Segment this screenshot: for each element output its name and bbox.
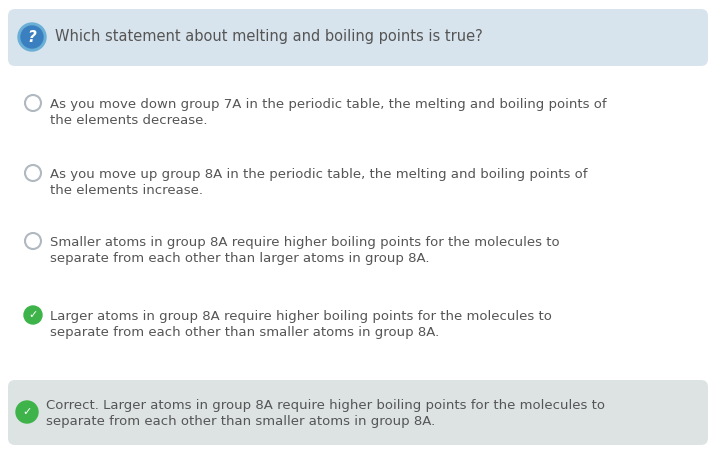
Text: Which statement about melting and boiling points is true?: Which statement about melting and boilin… bbox=[55, 30, 482, 45]
Circle shape bbox=[16, 401, 38, 423]
Text: Smaller atoms in group 8A require higher boiling points for the molecules to: Smaller atoms in group 8A require higher… bbox=[50, 236, 559, 249]
Text: separate from each other than smaller atoms in group 8A.: separate from each other than smaller at… bbox=[50, 326, 439, 339]
Text: ?: ? bbox=[27, 30, 37, 45]
Text: As you move up group 8A in the periodic table, the melting and boiling points of: As you move up group 8A in the periodic … bbox=[50, 168, 587, 181]
Text: separate from each other than smaller atoms in group 8A.: separate from each other than smaller at… bbox=[46, 415, 435, 428]
Text: ✓: ✓ bbox=[22, 407, 32, 417]
Text: As you move down group 7A in the periodic table, the melting and boiling points : As you move down group 7A in the periodi… bbox=[50, 98, 607, 111]
Circle shape bbox=[18, 23, 46, 51]
FancyBboxPatch shape bbox=[8, 380, 708, 445]
FancyBboxPatch shape bbox=[8, 9, 708, 66]
Text: Larger atoms in group 8A require higher boiling points for the molecules to: Larger atoms in group 8A require higher … bbox=[50, 310, 552, 323]
Text: Correct. Larger atoms in group 8A require higher boiling points for the molecule: Correct. Larger atoms in group 8A requir… bbox=[46, 399, 605, 412]
Text: the elements decrease.: the elements decrease. bbox=[50, 114, 208, 127]
Circle shape bbox=[24, 306, 42, 324]
Text: ✓: ✓ bbox=[28, 310, 37, 320]
Text: the elements increase.: the elements increase. bbox=[50, 184, 203, 197]
Circle shape bbox=[21, 26, 43, 48]
Text: separate from each other than larger atoms in group 8A.: separate from each other than larger ato… bbox=[50, 252, 429, 265]
